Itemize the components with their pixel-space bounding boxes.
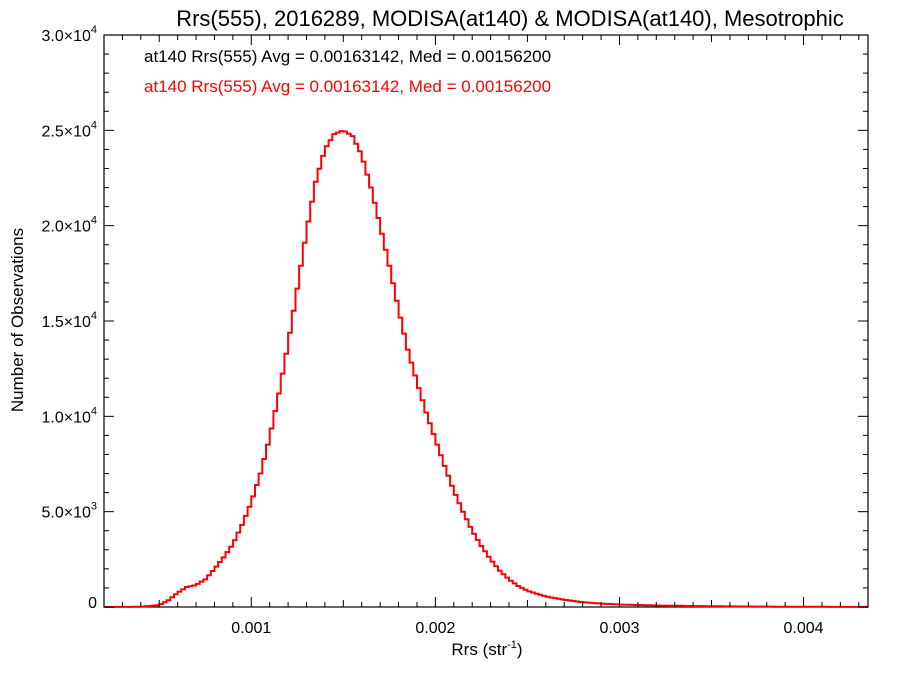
y-tick-mantissa: 0: [88, 595, 97, 612]
x-axis-label-sup: -1: [507, 639, 517, 651]
y-tick-exponent: 4: [91, 24, 97, 36]
y-tick-mantissa: 1.5×10: [41, 314, 90, 331]
annotation-black: at140 Rrs(555) Avg = 0.00163142, Med = 0…: [144, 47, 551, 66]
histogram-series-line: [104, 130, 868, 608]
y-tick-mantissa: 2.0×10: [41, 219, 90, 236]
y-axis: 05.0×1031.0×1041.5×1042.0×1042.5×1043.0×…: [41, 24, 868, 612]
y-tick-exponent: 4: [91, 310, 97, 322]
y-tick-mantissa: 2.5×10: [41, 123, 90, 140]
y-tick-label: 5.0×103: [41, 501, 97, 522]
y-tick-label: 0: [88, 595, 97, 612]
plot-area: [103, 34, 869, 608]
x-tick-label: 0.003: [599, 620, 639, 637]
y-tick-label: 2.5×104: [41, 119, 97, 140]
y-axis-label: Number of Observations: [8, 228, 27, 412]
x-tick-label: 0.002: [415, 620, 455, 637]
x-axis: 0.001 0.002 0.003 0.004: [121, 35, 860, 637]
x-axis-label-main: Rrs (str: [451, 640, 507, 659]
x-axis-label-close: ): [517, 640, 523, 659]
y-tick-label: 3.0×104: [41, 24, 97, 45]
y-tick-label: 1.0×104: [41, 405, 97, 426]
chart-title: Rrs(555), 2016289, MODISA(at140) & MODIS…: [176, 6, 844, 31]
y-tick-mantissa: 5.0×10: [41, 505, 90, 522]
y-tick-exponent: 3: [91, 501, 97, 513]
plot-frame: [103, 34, 869, 608]
y-tick-exponent: 4: [91, 119, 97, 131]
y-tick-label: 1.5×104: [41, 310, 97, 331]
y-tick-mantissa: 1.0×10: [41, 409, 90, 426]
x-axis-label: Rrs (str-1): [451, 639, 522, 659]
x-tick-label: 0.001: [231, 620, 271, 637]
annotation-red: at140 Rrs(555) Avg = 0.00163142, Med = 0…: [144, 77, 551, 96]
y-tick-label: 2.0×104: [41, 215, 97, 236]
y-tick-exponent: 4: [91, 405, 97, 417]
x-tick-label: 0.004: [784, 620, 824, 637]
y-tick-exponent: 4: [91, 215, 97, 227]
y-tick-mantissa: 3.0×10: [41, 28, 90, 45]
